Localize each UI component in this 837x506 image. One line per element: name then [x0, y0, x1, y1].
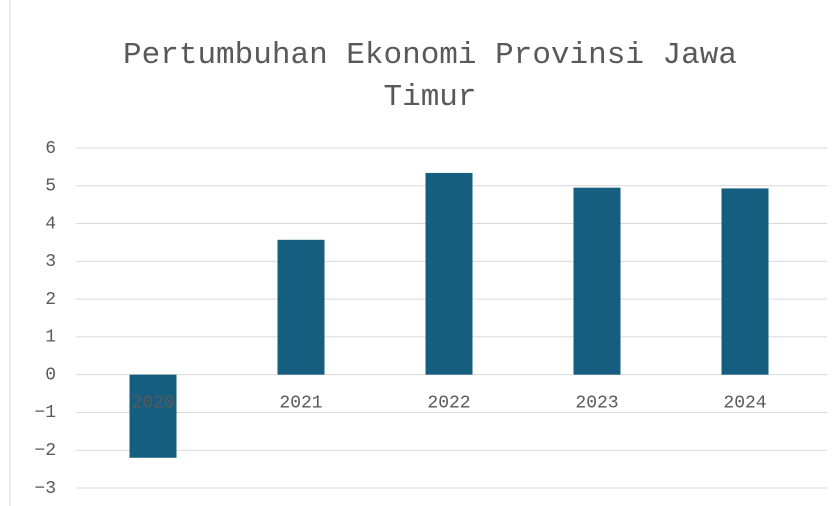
x-tick-label: 2023: [575, 393, 618, 413]
y-tick-label: −1: [34, 403, 56, 423]
bar: [277, 239, 325, 375]
x-tick-label: 2021: [279, 393, 322, 413]
bar: [425, 172, 473, 375]
y-tick-label: 0: [45, 365, 56, 385]
y-tick-label: 2: [45, 290, 56, 310]
x-tick-label: 2024: [723, 393, 766, 413]
bar: [129, 374, 177, 458]
y-tick-label: 5: [45, 177, 56, 197]
x-tick-label: 2022: [427, 393, 470, 413]
y-tick-label: 6: [45, 139, 56, 159]
bar: [721, 188, 769, 375]
x-tick-label: 2020: [131, 393, 174, 413]
chart-title: Pertumbuhan Ekonomi Provinsi Jawa Timur: [123, 38, 737, 115]
y-tick-label: −3: [34, 479, 56, 499]
y-tick-label: 4: [45, 214, 56, 234]
y-tick-label: 1: [45, 328, 56, 348]
y-tick-label: −2: [34, 441, 56, 461]
bar: [573, 187, 621, 375]
y-tick-label: 3: [45, 252, 56, 272]
